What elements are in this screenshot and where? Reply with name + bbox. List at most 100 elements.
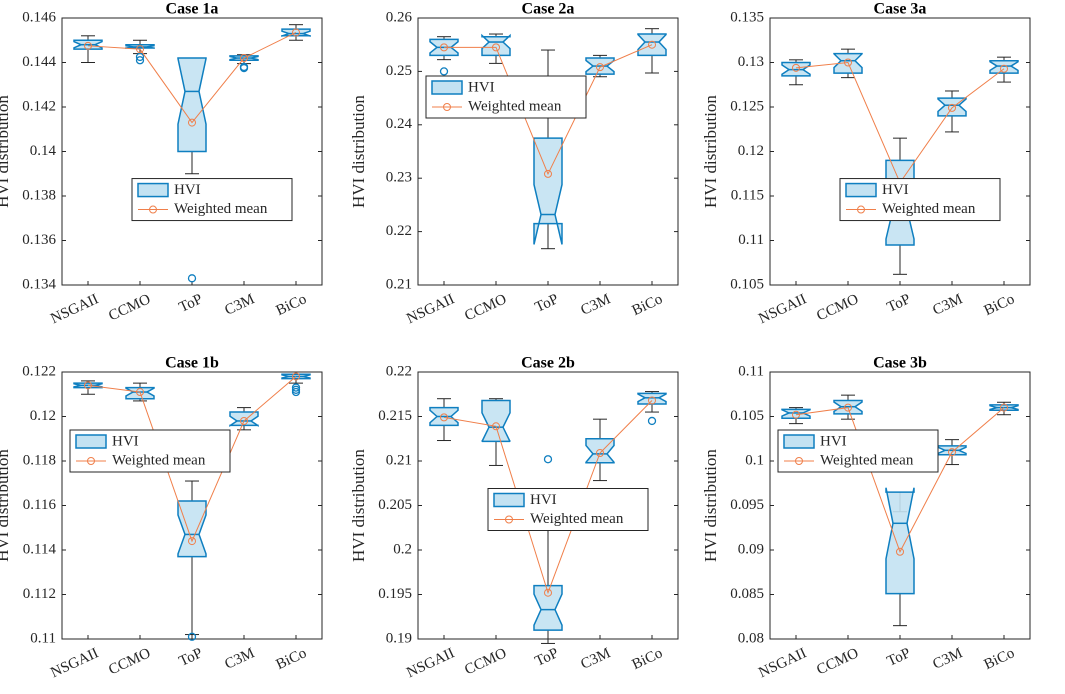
- y-tick-label: 0.195: [378, 586, 412, 602]
- x-tick-label: BiCo: [630, 645, 665, 673]
- y-tick-label: 0.085: [730, 586, 764, 602]
- chart-title: Case 1a: [166, 1, 219, 18]
- x-tick-label: C3M: [222, 291, 257, 319]
- x-tick-label: NSGAII: [404, 645, 457, 681]
- legend-marker: [149, 205, 157, 214]
- mean-marker: [84, 381, 92, 390]
- legend-marker: [795, 457, 803, 465]
- mean-marker: [948, 103, 956, 112]
- y-axis-label: HVI distribution: [0, 95, 12, 208]
- y-tick-label: 0.14: [30, 143, 57, 159]
- mean-marker: [648, 396, 656, 405]
- y-tick-label: 0.116: [23, 497, 57, 513]
- mean-marker: [596, 448, 604, 457]
- chart-title: Case 3b: [873, 355, 927, 372]
- box: [229, 411, 259, 428]
- y-tick-label: 0.13: [738, 54, 764, 70]
- mean-line: [795, 407, 1005, 554]
- y-tick-label: 0.215: [378, 408, 412, 424]
- mean-line: [443, 400, 653, 595]
- y-tick-label: 0.118: [23, 452, 56, 468]
- outlier: [187, 632, 197, 641]
- x-tick-label: ToP: [533, 645, 561, 670]
- y-tick-label: 0.114: [23, 541, 57, 557]
- legend-marker: [443, 103, 451, 111]
- x-tick-label: CCMO: [814, 291, 861, 324]
- y-tick-label: 0.2: [393, 541, 412, 557]
- x-tick-label: C3M: [578, 645, 613, 673]
- mean-marker: [240, 416, 248, 425]
- y-tick-label: 0.146: [22, 9, 56, 25]
- y-tick-label: 0.24: [386, 116, 413, 132]
- y-tick-label: 0.23: [386, 170, 412, 186]
- y-tick-label: 0.105: [730, 408, 764, 424]
- mean-marker: [492, 43, 500, 52]
- legend-label: Weighted mean: [882, 201, 976, 217]
- legend-swatch: [75, 434, 107, 449]
- legend-swatch: [431, 80, 463, 95]
- y-tick-label: 0.11: [738, 232, 764, 248]
- outlier: [239, 62, 249, 72]
- mean-marker: [844, 403, 852, 412]
- mean-line: [444, 44, 653, 176]
- chart-title: Case 3a: [874, 1, 927, 18]
- y-tick-label: 0.12: [30, 408, 56, 424]
- legend-label: Weighted mean: [174, 201, 268, 217]
- mean-marker: [492, 422, 500, 431]
- mean-marker: [948, 448, 956, 457]
- mean-marker: [1000, 64, 1008, 73]
- legend-marker: [857, 205, 865, 214]
- x-tick-label: CCMO: [106, 291, 153, 324]
- y-tick-label: 0.21: [386, 452, 412, 468]
- x-tick-label: CCMO: [462, 645, 509, 678]
- y-tick-label: 0.136: [22, 232, 56, 248]
- mean-marker: [188, 537, 196, 546]
- y-axis-label: HVI distribution: [349, 449, 368, 562]
- legend-label: HVI: [530, 492, 557, 508]
- legend-label: HVI: [882, 182, 909, 198]
- y-tick-label: 0.22: [386, 363, 412, 379]
- mean-marker: [440, 413, 448, 422]
- chart-title: Case 1b: [165, 355, 219, 372]
- x-tick-label: BiCo: [982, 645, 1017, 673]
- y-tick-label: 0.1: [745, 452, 764, 468]
- outlier: [135, 52, 145, 62]
- box: [481, 33, 511, 57]
- y-tick-label: 0.105: [730, 276, 764, 292]
- x-tick-label: C3M: [578, 291, 613, 319]
- mean-marker: [1000, 403, 1008, 412]
- y-tick-label: 0.26: [386, 9, 413, 25]
- mean-marker: [844, 58, 852, 67]
- x-tick-label: ToP: [885, 645, 913, 670]
- legend-swatch: [783, 434, 815, 449]
- y-tick-label: 0.21: [386, 276, 412, 292]
- mean-marker: [792, 410, 800, 419]
- y-tick-label: 0.08: [738, 630, 764, 646]
- x-tick-label: BiCo: [982, 291, 1017, 319]
- x-tick-label: CCMO: [814, 645, 861, 678]
- x-tick-label: C3M: [222, 645, 257, 673]
- mean-marker: [292, 28, 300, 37]
- box: [533, 584, 563, 631]
- mean-marker: [292, 372, 300, 381]
- legend-label: Weighted mean: [530, 511, 624, 527]
- box: [781, 408, 811, 420]
- x-tick-label: NSGAII: [404, 291, 457, 327]
- y-tick-label: 0.25: [386, 63, 412, 79]
- legend-marker: [87, 457, 95, 465]
- x-tick-label: ToP: [177, 645, 205, 670]
- mean-marker: [792, 63, 800, 72]
- box: [481, 399, 511, 443]
- x-tick-label: NSGAII: [48, 291, 101, 327]
- mean-marker: [440, 43, 448, 52]
- y-tick-label: 0.22: [386, 223, 412, 239]
- y-tick-label: 0.115: [731, 187, 764, 203]
- mean-marker: [136, 388, 144, 397]
- legend-label: Weighted mean: [468, 98, 562, 114]
- box: [177, 500, 207, 558]
- box: [177, 57, 207, 153]
- y-tick-label: 0.12: [738, 143, 764, 159]
- legend-label: HVI: [820, 433, 847, 449]
- mean-marker: [596, 63, 604, 72]
